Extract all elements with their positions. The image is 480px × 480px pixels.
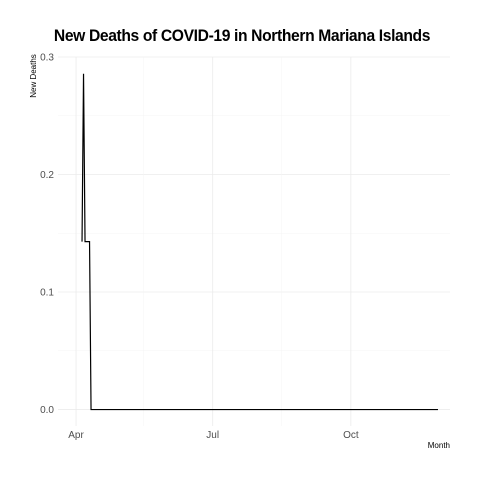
y-tick-label: 0.1 [40,288,54,299]
y-tick-label: 0.2 [40,170,54,181]
chart-title: New Deaths of COVID-19 in Northern Maria… [53,26,431,45]
x-tick-label: Jul [206,430,219,441]
x-axis-ticks: Apr Jul Oct [68,430,359,441]
x-tick-label: Oct [343,430,359,441]
y-axis-ticks: 0.0 0.1 0.2 0.3 [40,53,54,417]
y-tick-label: 0.3 [40,53,54,64]
y-tick-label: 0.0 [40,405,54,416]
series-line [81,73,438,411]
grid [58,56,450,426]
y-axis-label: New Deaths [29,54,38,98]
x-tick-label: Apr [68,430,84,441]
x-axis-label: Month [428,441,450,450]
